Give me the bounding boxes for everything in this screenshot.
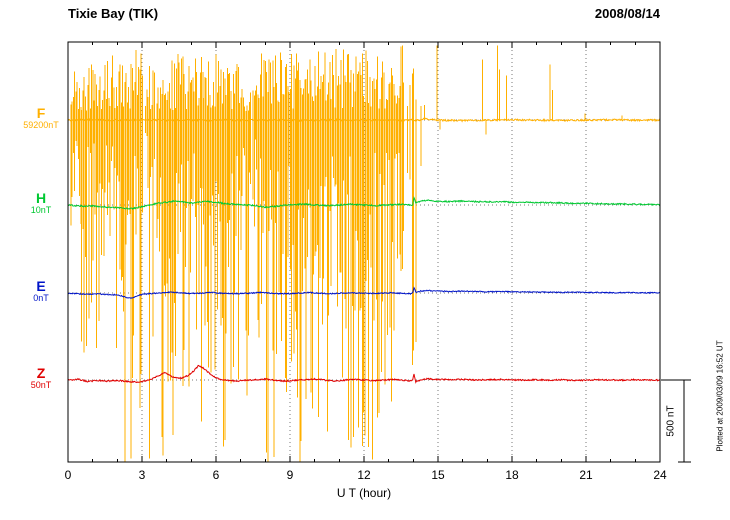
x-tick-label: 18: [505, 468, 519, 482]
spikes-F: [423, 45, 623, 135]
x-tick-label: 21: [579, 468, 593, 482]
x-tick-label: 9: [287, 468, 294, 482]
trace-H: [68, 196, 660, 210]
x-tick-labels: 0 3 6 9 12 15 18 21 24: [65, 468, 667, 482]
x-tick-label: 24: [653, 468, 667, 482]
trace-F: [68, 117, 660, 123]
x-tick-label: 15: [431, 468, 445, 482]
x-tick-label: 6: [213, 468, 220, 482]
noise-F: [70, 45, 422, 462]
traces: [68, 45, 660, 462]
scale-bar: [661, 379, 691, 463]
x-tick-label: 0: [65, 468, 72, 482]
x-axis-title: U T (hour): [336, 486, 392, 500]
trace-Z: [68, 364, 660, 384]
scale-bar-label: 500 nT: [665, 405, 677, 437]
date-label: 2008/08/14: [594, 6, 660, 21]
trace-E: [68, 286, 660, 300]
plotted-at-note: Plotted at 2009/03/09 16:52 UT: [715, 340, 725, 452]
x-tick-label: 12: [357, 468, 371, 482]
plot-frame: [67, 41, 661, 463]
station-title: Tixie Bay (TIK): [68, 6, 159, 21]
x-tick-label: 3: [139, 468, 146, 482]
